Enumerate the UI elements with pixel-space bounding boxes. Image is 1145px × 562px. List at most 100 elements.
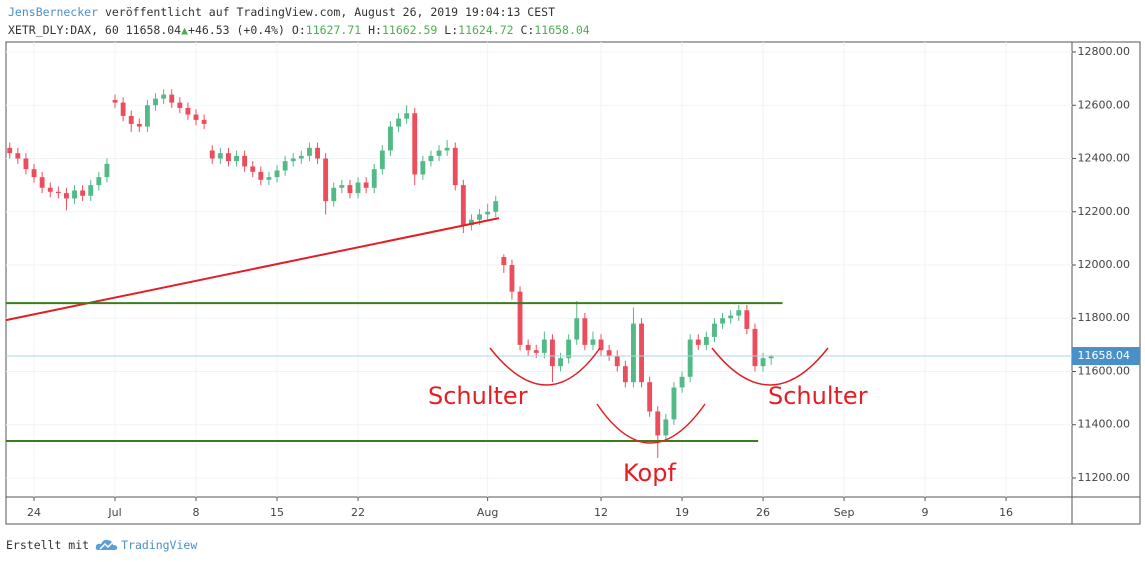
candle-body [169, 94, 175, 103]
candle-body [72, 190, 77, 199]
candle-body [31, 169, 37, 178]
candle-body [396, 118, 401, 127]
candle-body [550, 339, 555, 367]
x-tick-label: 24 [27, 506, 41, 519]
x-tick-label: 8 [193, 506, 200, 519]
x-tick-label: 15 [270, 506, 284, 519]
candle-body [234, 155, 239, 162]
candle-body [695, 339, 701, 345]
annotation: Kopf [623, 459, 676, 487]
y-tick-label: 11400.00 [1078, 418, 1131, 431]
candle-body [145, 105, 150, 127]
x-tick-label: Jul [107, 506, 121, 519]
change: +46.53 (+0.4%) [188, 23, 285, 37]
candle-body [671, 387, 677, 420]
x-tick-label: 22 [351, 506, 365, 519]
header-line-1: JensBernecker veröffentlicht auf Trading… [8, 5, 555, 19]
candle-body [23, 158, 29, 170]
candle-body [631, 323, 636, 383]
shoulder-arc [489, 347, 601, 386]
candle-body [614, 355, 620, 367]
footer-brand[interactable]: TradingView [121, 538, 198, 552]
frame [5, 41, 1141, 525]
o-label: O: [291, 23, 306, 37]
candle-body [736, 310, 742, 316]
candle-body [323, 158, 329, 202]
y-tick-label: 11600.00 [1078, 364, 1131, 377]
candle-body [428, 155, 434, 162]
candle-body [104, 163, 110, 178]
candle-body [412, 113, 418, 175]
candle-body [209, 150, 215, 159]
candle-body [469, 219, 474, 226]
trend-line [5, 217, 500, 322]
candle-body [80, 190, 86, 196]
candle-body [566, 339, 572, 359]
candle-body [404, 113, 410, 119]
grid [6, 42, 1072, 497]
candle-body [15, 153, 21, 159]
candle-body [39, 177, 45, 188]
candle-body [55, 191, 61, 194]
logo [95, 539, 118, 550]
candle-body [582, 318, 588, 345]
candle-body [533, 350, 539, 353]
candle-body [687, 339, 693, 377]
shoulder-arc [711, 347, 829, 386]
candle-body [63, 193, 69, 199]
candle-body [307, 147, 312, 156]
candle-body [477, 214, 482, 220]
footer: Erstellt mit TradingView [6, 538, 197, 552]
candle-body [744, 310, 750, 329]
candle-body [177, 102, 183, 108]
x-tick-label: 9 [922, 506, 929, 519]
x-tick-label: 26 [756, 506, 770, 519]
open: 11627.71 [305, 23, 362, 37]
candle-body [96, 177, 102, 186]
last-price-label: 11658.04 [1078, 349, 1131, 362]
candle-body [647, 382, 653, 412]
candle-body [436, 150, 442, 156]
candle-body [250, 166, 256, 172]
candle-body [606, 350, 612, 356]
x-tick-label: 16 [999, 506, 1013, 519]
candle-body [541, 339, 547, 353]
candle-body [712, 323, 717, 337]
candle-body [347, 185, 353, 194]
author[interactable]: JensBernecker [8, 5, 99, 19]
candle-body [242, 155, 248, 167]
candle-body [339, 185, 345, 188]
candle-body [768, 356, 774, 359]
candle-body [363, 182, 369, 188]
x-tick-label: 12 [594, 506, 608, 519]
candle-body [112, 99, 118, 103]
candle-body [298, 155, 304, 159]
candle-body [679, 376, 685, 388]
annotation: Schulter [768, 382, 868, 410]
published: veröffentlicht auf TradingView.com, Augu… [104, 5, 555, 19]
l-label: L: [444, 23, 459, 37]
candle-body [663, 419, 669, 436]
h-label: H: [368, 23, 382, 37]
candle-body [193, 114, 199, 120]
candle-body [760, 358, 766, 367]
candle-body [331, 187, 337, 202]
up-arrow: ▲ [181, 23, 189, 37]
candle-body [161, 94, 167, 99]
high: 11662.59 [381, 23, 438, 37]
candle-body [258, 171, 264, 180]
candle-body [355, 182, 361, 194]
candle-body [128, 115, 134, 124]
candle-body [7, 147, 13, 154]
symbol: XETR_DLY:DAX, 60 [8, 23, 119, 37]
candle-body [120, 102, 126, 116]
candle-body [558, 358, 563, 367]
c-label: C: [520, 23, 535, 37]
candle-body [703, 336, 709, 345]
footer-text: Erstellt mit [6, 538, 90, 552]
candle-body [493, 201, 499, 212]
candle-body [525, 344, 531, 351]
y-tick-label: 12600.00 [1078, 98, 1131, 111]
candle-body [266, 177, 272, 180]
